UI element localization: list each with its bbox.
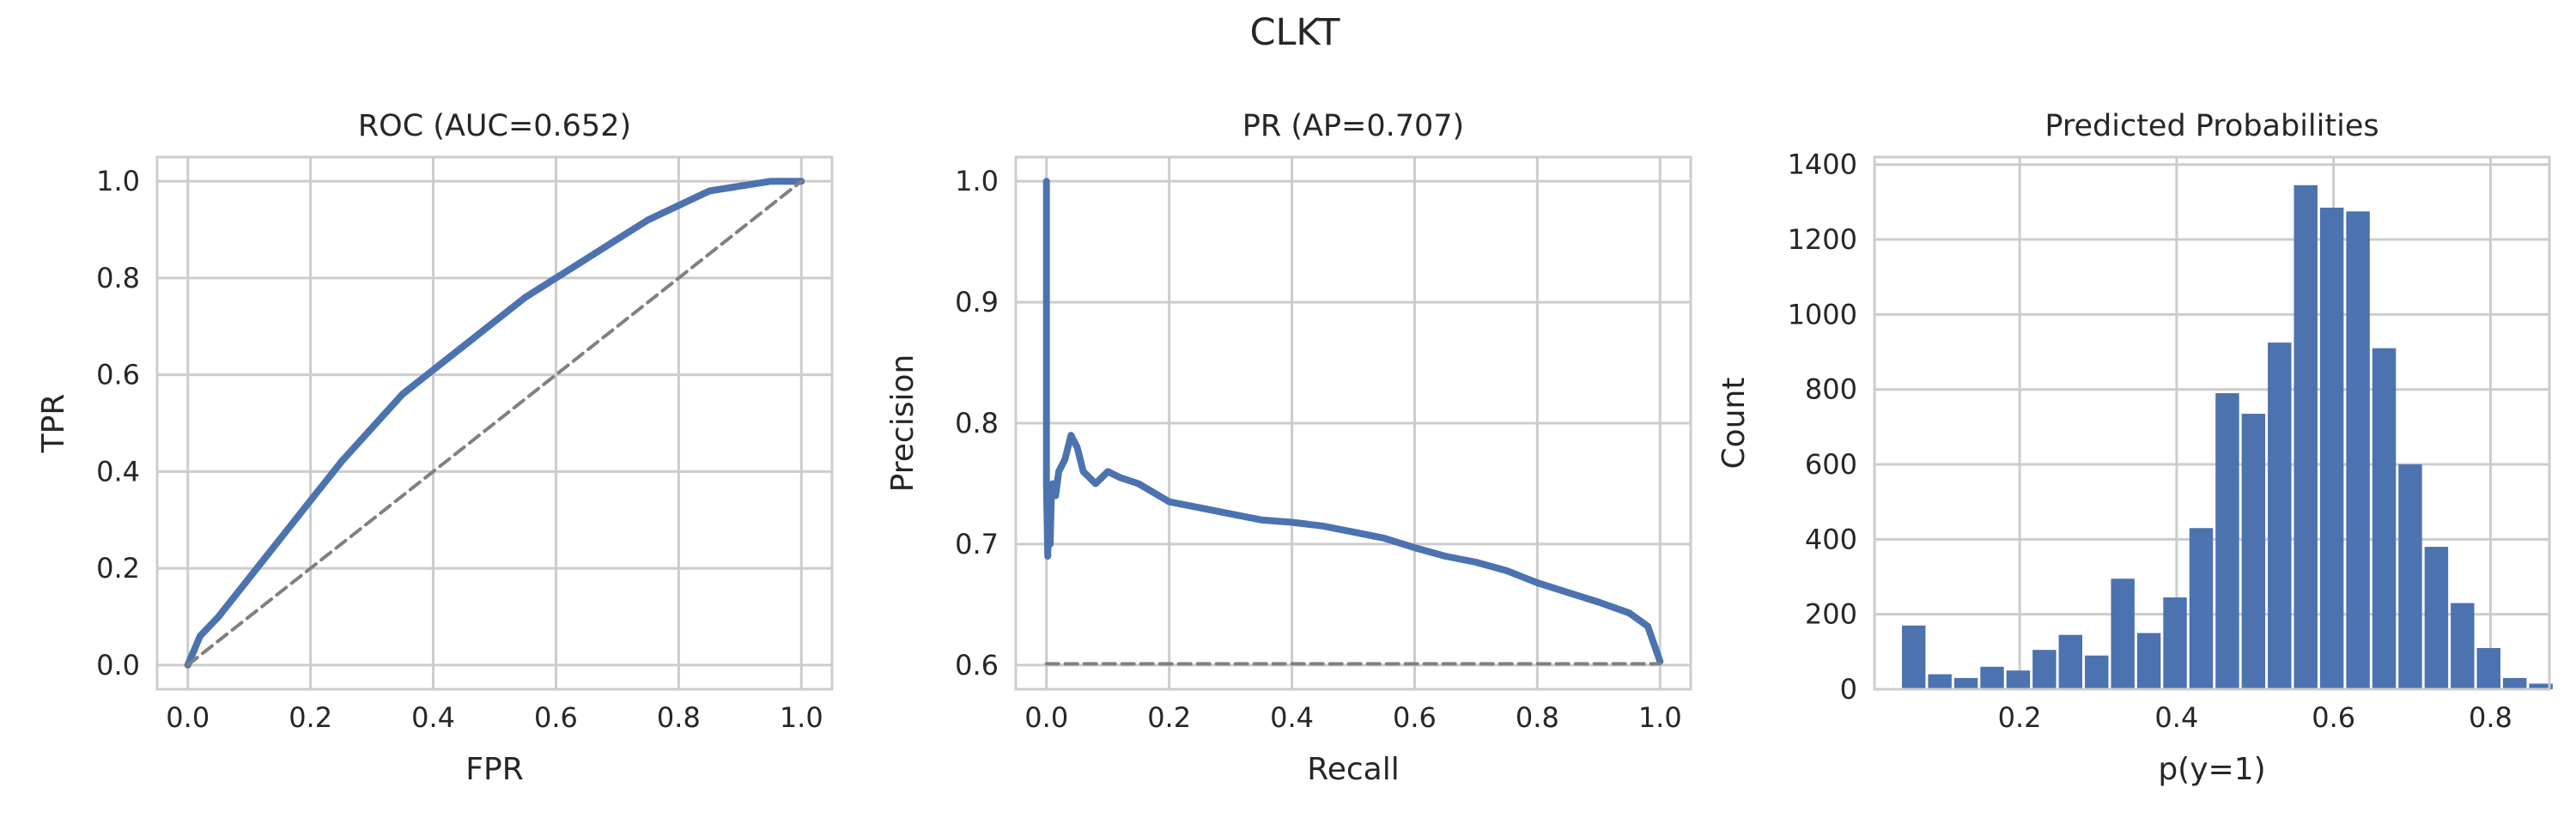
histogram-ytick-label: 600 [1805,448,1857,481]
histogram-bar [2268,342,2292,689]
histogram-bar [2398,464,2422,689]
histogram-bar [1953,677,1978,689]
pr-ytick-label: 0.7 [955,528,999,560]
histogram-xlabel: p(y=1) [2158,752,2265,787]
histogram-panel: Predicted Probabilities p(y=1) Count 0.2… [1716,109,2553,787]
histogram-bar [1928,674,1952,689]
histogram-ytick-label: 800 [1805,373,1857,406]
roc-ytick-label: 0.8 [96,262,140,294]
histogram-bar [2058,634,2083,689]
pr-xtick-label: 0.2 [1147,701,1191,734]
roc-xtick-label: 0.2 [289,701,332,734]
pr-xlabel: Recall [1307,752,1399,787]
pr-panel: PR (AP=0.707) Recall Precision 0.0 0.2 0.4… [885,109,1692,787]
histogram-axes-frame [1873,155,2551,691]
roc-xtick-label: 0.0 [166,701,210,734]
pr-xtick-label: 1.0 [1638,701,1682,734]
histogram-bar [2215,393,2239,689]
histogram-bar [1901,625,1926,689]
roc-baseline-line [185,179,804,667]
roc-ytick-label: 0.4 [96,455,140,488]
histogram-bar [2529,683,2553,689]
roc-xtick-label: 0.8 [657,701,701,734]
roc-xtick-label: 0.6 [534,701,578,734]
roc-gridlines [157,157,832,689]
histogram-bar [2476,647,2500,689]
histogram-bars [1901,185,2553,690]
histogram-bar [2006,670,2031,689]
histogram-ytick-label: 1200 [1788,223,1857,256]
histogram-ytick-label: 200 [1805,598,1857,631]
pr-xtick-label: 0.4 [1270,701,1314,734]
histogram-ytick-label: 1000 [1788,298,1857,330]
histogram-bar [2189,528,2214,689]
histogram-bar [2502,677,2527,689]
roc-xtick-label: 0.4 [411,701,455,734]
histogram-ylabel: Count [1716,378,1752,470]
histogram-xtick-label: 0.8 [2469,701,2512,734]
histogram-bar [1980,666,2004,689]
roc-panel: ROC (AUC=0.652) FPR TPR 0.0 0.2 0.4 0.6 0.8 1… [36,109,834,787]
histogram-bar [2032,650,2057,689]
figure-suptitle: CLKT [1249,11,1340,54]
histogram-ytick-label: 1400 [1788,148,1857,181]
pr-curve-line [1042,178,1664,665]
roc-title: ROC (AUC=0.652) [358,109,631,143]
histogram-bar [2163,597,2187,689]
histogram-xtick-label: 0.4 [2154,701,2198,734]
pr-gridlines [1016,157,1691,689]
histogram-bar [2424,547,2449,689]
pr-xtick-label: 0.6 [1393,701,1437,734]
histogram-title: Predicted Probabilities [2044,109,2379,143]
histogram-bar [2111,579,2135,689]
histogram-bar [2451,603,2475,689]
pr-ytick-label: 0.8 [955,407,999,439]
histogram-bar [2085,655,2109,689]
histogram-bar [2319,207,2344,689]
histogram-ytick-label: 0 [1840,673,1857,706]
histogram-bar [2136,633,2161,689]
pr-xtick-label: 0.8 [1516,701,1559,734]
roc-xtick-label: 1.0 [780,701,823,734]
histogram-ytick-label: 400 [1805,523,1857,555]
histogram-bar [2346,211,2370,689]
roc-curve-line [184,178,805,669]
roc-ytick-label: 0.0 [96,649,140,682]
roc-ytick-label: 1.0 [96,165,140,197]
histogram-bar [2241,414,2266,689]
pr-title: PR (AP=0.707) [1242,109,1464,143]
pr-ylabel: Precision [885,354,920,493]
histogram-xtick-label: 0.6 [2312,701,2355,734]
pr-xtick-label: 0.0 [1024,701,1068,734]
pr-ytick-label: 0.6 [955,649,999,682]
pr-ytick-label: 0.9 [955,286,999,318]
roc-ylabel: TPR [36,394,71,454]
histogram-xtick-label: 0.2 [1998,701,2042,734]
roc-axes-frame [155,155,834,691]
histogram-bar [2293,185,2318,690]
roc-ytick-label: 0.6 [96,359,140,391]
roc-xlabel: FPR [465,752,523,787]
roc-ytick-label: 0.2 [96,552,140,585]
pr-ytick-label: 1.0 [955,165,999,197]
pr-axes-frame [1014,155,1692,691]
histogram-bar [2372,348,2397,689]
